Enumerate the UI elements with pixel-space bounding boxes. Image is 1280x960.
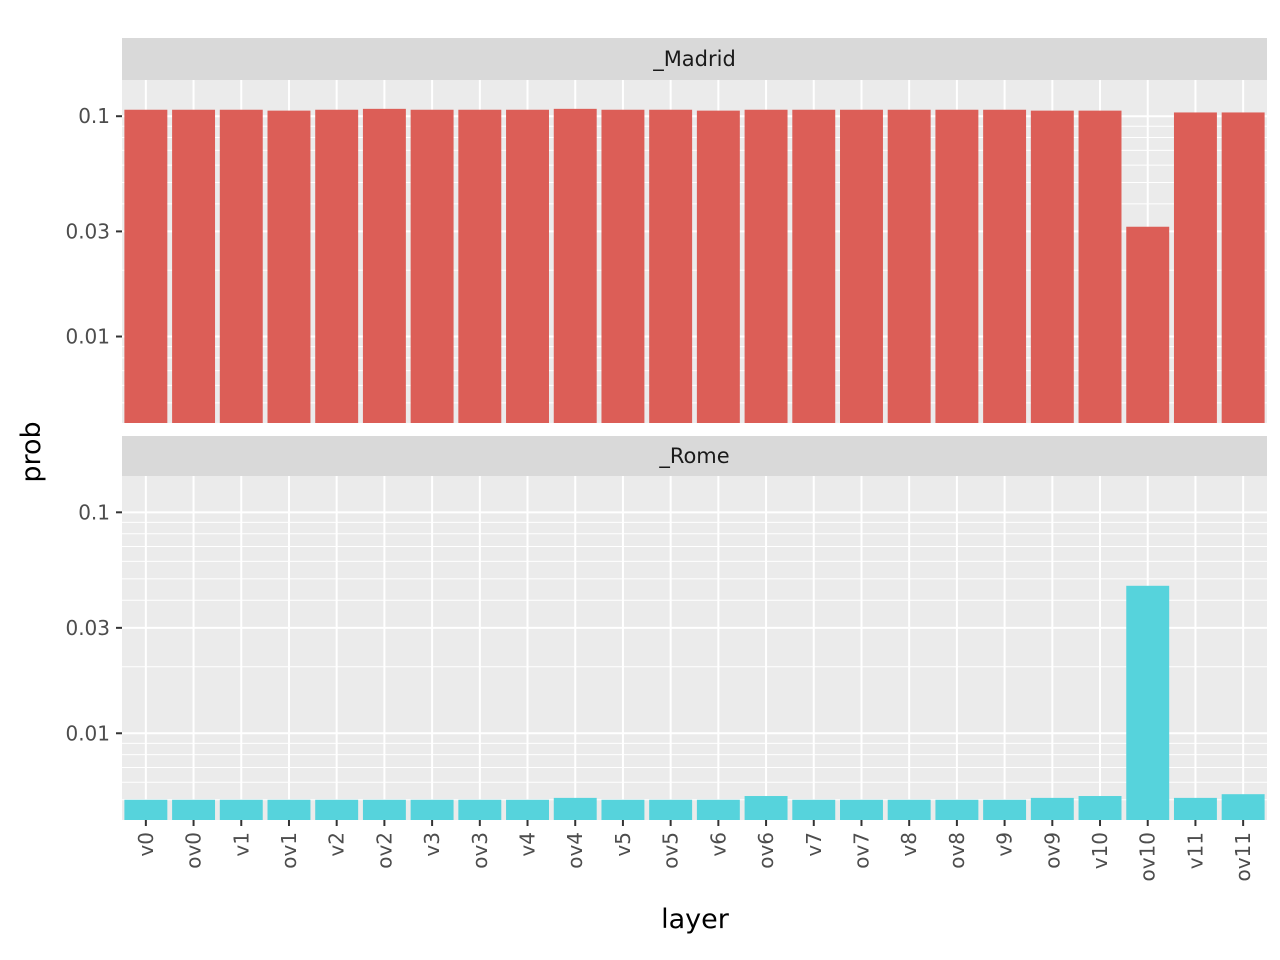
bar-v4 — [506, 109, 549, 424]
x-tick-label: v10 — [1088, 832, 1112, 869]
bar-ov3 — [458, 799, 502, 820]
y-tick-label: 0.03 — [65, 616, 110, 640]
facet-strip — [122, 38, 1267, 80]
bar-v2 — [315, 109, 359, 424]
bar-v9 — [983, 109, 1027, 424]
bar-ov3 — [458, 109, 502, 424]
bar-v8 — [887, 109, 931, 424]
bar-v2 — [315, 799, 359, 820]
facet-strip-label: _Madrid — [652, 47, 736, 72]
bar-ov10 — [1126, 585, 1170, 820]
bar-v6 — [696, 799, 740, 820]
bar-v1 — [219, 109, 263, 424]
x-tick-label: v9 — [993, 832, 1017, 857]
bar-ov10 — [1126, 226, 1170, 423]
bar-ov7 — [840, 799, 883, 820]
bar-ov9 — [1030, 797, 1074, 820]
bar-ov6 — [744, 109, 788, 424]
bar-ov1 — [267, 110, 311, 424]
x-axis: v0 ov0 v1 ov1 v2 ov2 v3 ov3 v4 ov4 v5 ov5 v6 ov6 v7 ov7… — [134, 820, 1255, 882]
bar-v7 — [792, 109, 836, 424]
bar-v9 — [983, 799, 1027, 820]
y-axis: 0.01 0.03 0.1 — [65, 104, 122, 349]
bar-v3 — [410, 799, 454, 820]
y-tick-label: 0.03 — [65, 219, 110, 243]
x-tick-label: ov7 — [849, 832, 873, 869]
x-tick-label: ov11 — [1231, 832, 1255, 882]
bar-ov5 — [649, 109, 693, 424]
bar-ov8 — [935, 109, 979, 424]
bar-v5 — [601, 109, 645, 424]
facet-strip — [122, 436, 1267, 476]
x-tick-label: ov1 — [277, 832, 301, 869]
bar-v6 — [696, 110, 740, 424]
bar-v0 — [124, 109, 168, 424]
x-tick-label: v6 — [706, 832, 730, 857]
bar-ov0 — [172, 799, 216, 820]
bar-v3 — [410, 109, 454, 424]
bar-v1 — [219, 799, 263, 820]
y-tick-label: 0.1 — [78, 500, 110, 524]
x-tick-label: ov4 — [563, 832, 587, 869]
bar-ov8 — [935, 799, 979, 820]
bar-v5 — [601, 799, 645, 820]
x-tick-label: ov5 — [659, 832, 683, 869]
bars-_Madrid — [124, 108, 1265, 424]
bar-ov1 — [267, 799, 311, 820]
x-tick-label: v2 — [325, 832, 349, 857]
y-axis: 0.01 0.03 0.1 — [65, 500, 122, 745]
bar-v0 — [124, 799, 168, 820]
x-tick-label: v3 — [420, 832, 444, 857]
x-tick-label: v4 — [516, 832, 540, 857]
bar-ov2 — [362, 799, 406, 820]
facet-strip-label: _Rome — [658, 444, 729, 469]
bar-v11 — [1173, 797, 1217, 820]
bar-ov0 — [172, 109, 216, 424]
x-tick-label: v11 — [1183, 832, 1207, 869]
x-tick-label: v5 — [611, 832, 635, 857]
facet-panel-1: _Rome 0.01 0.03 0.1 — [65, 436, 1267, 820]
x-tick-label: v0 — [134, 832, 158, 857]
y-tick-label: 0.01 — [65, 325, 110, 349]
bar-ov2 — [362, 108, 406, 424]
panel-background — [122, 476, 1267, 820]
bar-ov6 — [744, 796, 788, 820]
bar-v10 — [1078, 110, 1122, 424]
x-tick-label: ov9 — [1040, 832, 1064, 869]
y-axis-title: prob — [16, 421, 47, 482]
bar-ov4 — [553, 797, 597, 820]
bars-_Rome — [124, 585, 1265, 820]
bar-v7 — [792, 799, 836, 820]
x-tick-label: ov10 — [1136, 832, 1160, 882]
x-tick-label: ov3 — [468, 832, 492, 869]
x-tick-label: v1 — [229, 832, 253, 857]
y-tick-label: 0.1 — [78, 104, 110, 128]
x-tick-label: v7 — [802, 832, 826, 857]
bar-v4 — [506, 799, 549, 820]
bar-ov5 — [649, 799, 693, 820]
facet-panels: _Madrid 0.01 0.03 0.1 _Rome 0.01 0.03 0.1 — [65, 38, 1267, 820]
bar-v11 — [1173, 112, 1217, 424]
x-tick-label: ov8 — [945, 832, 969, 869]
bar-ov4 — [553, 108, 597, 424]
x-tick-label: ov0 — [182, 832, 206, 869]
bar-v8 — [887, 799, 931, 820]
facet-panel-0: _Madrid 0.01 0.03 0.1 — [65, 38, 1267, 424]
x-tick-label: ov6 — [754, 832, 778, 869]
x-tick-label: ov2 — [372, 832, 396, 869]
bar-ov9 — [1030, 110, 1074, 424]
x-tick-label: v8 — [897, 832, 921, 857]
bar-ov11 — [1221, 112, 1265, 424]
x-axis-title: layer — [661, 904, 730, 935]
gridlines — [122, 476, 1267, 820]
bar-ov11 — [1221, 794, 1265, 820]
y-tick-label: 0.01 — [65, 721, 110, 745]
bar-v10 — [1078, 796, 1122, 820]
bar-ov7 — [840, 109, 883, 424]
